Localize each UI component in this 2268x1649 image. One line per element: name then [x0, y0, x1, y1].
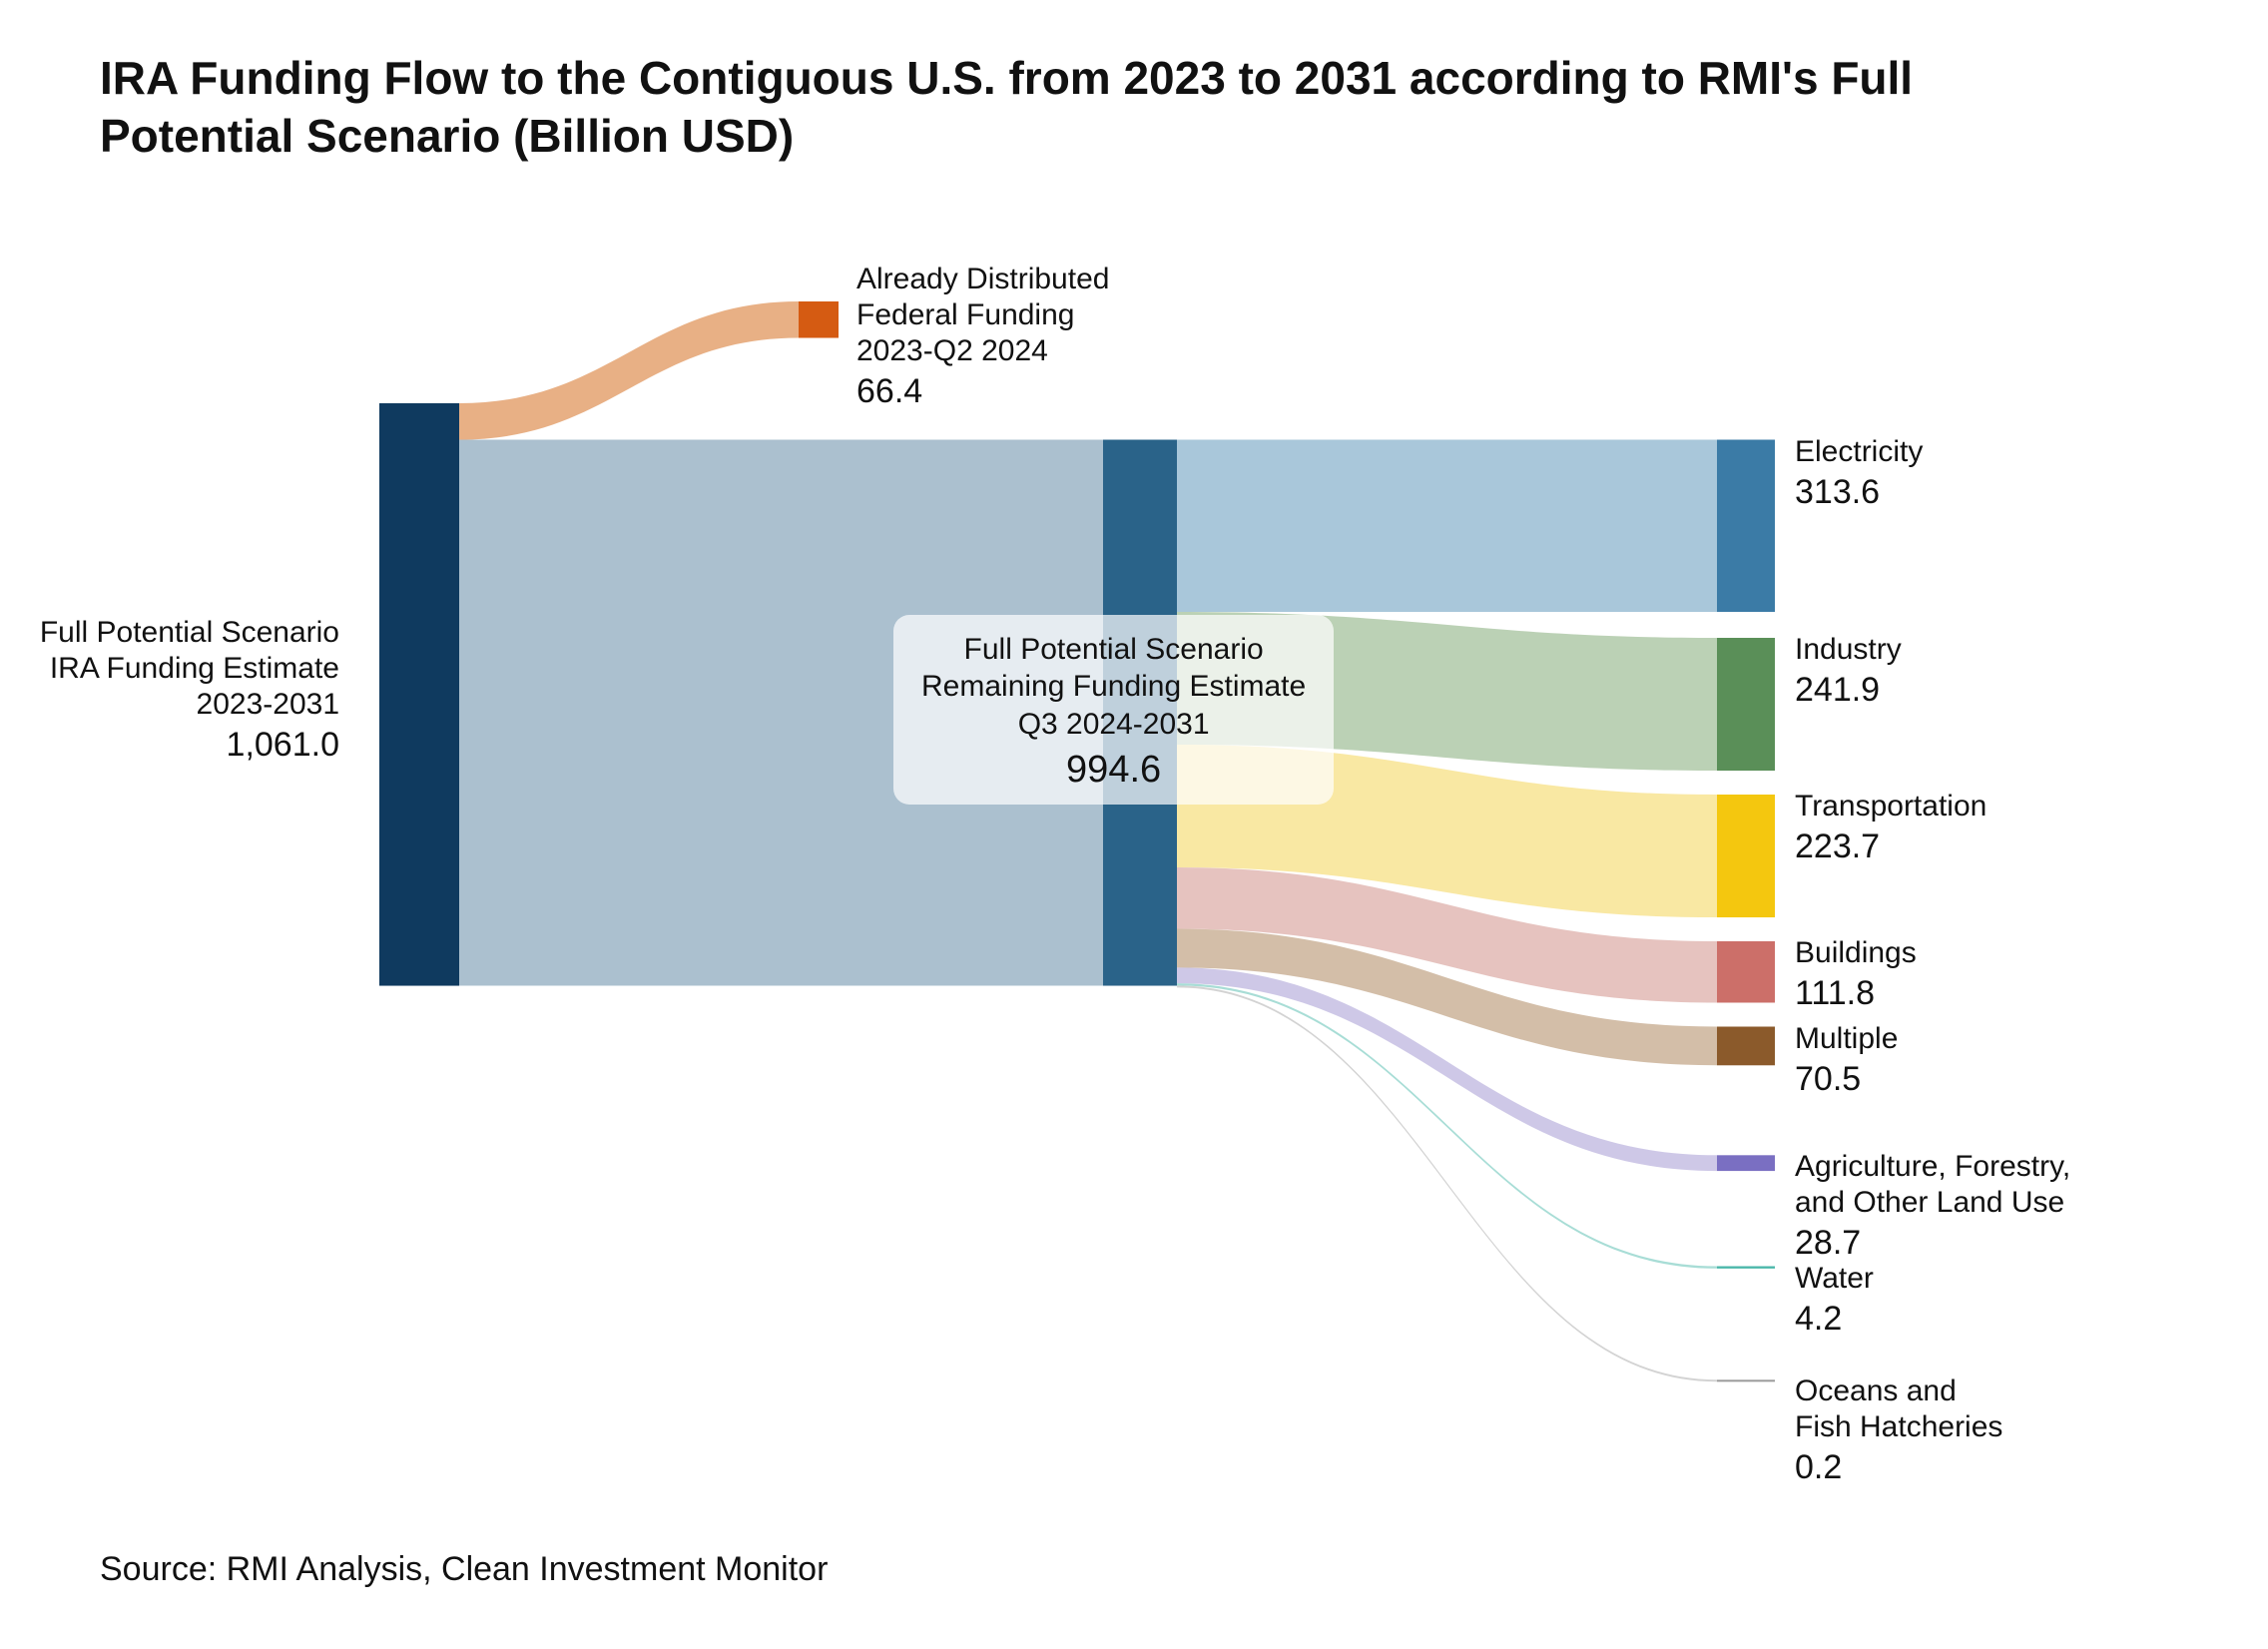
label-buildings: Buildings111.8 [1795, 935, 1917, 1014]
label-agri: Agriculture, Forestry,and Other Land Use… [1795, 1149, 2070, 1264]
label-industry: Industry241.9 [1795, 632, 1902, 711]
label-distributed: Already DistributedFederal Funding2023-Q… [856, 262, 1109, 412]
label-transportation: Transportation223.7 [1795, 789, 1986, 867]
label-oceans: Oceans andFish Hatcheries0.2 [1795, 1374, 2002, 1488]
chart-source: Source: RMI Analysis, Clean Investment M… [100, 1550, 828, 1589]
label-electricity: Electricity313.6 [1795, 434, 1923, 513]
label-multiple: Multiple70.5 [1795, 1021, 1898, 1100]
label-mid-overlay: Full Potential ScenarioRemaining Funding… [893, 615, 1334, 805]
chart-page: { "type": "sankey", "title": "IRA Fundin… [0, 0, 2268, 1649]
label-source: Full Potential ScenarioIRA Funding Estim… [0, 615, 339, 766]
label-water: Water4.2 [1795, 1261, 1874, 1340]
